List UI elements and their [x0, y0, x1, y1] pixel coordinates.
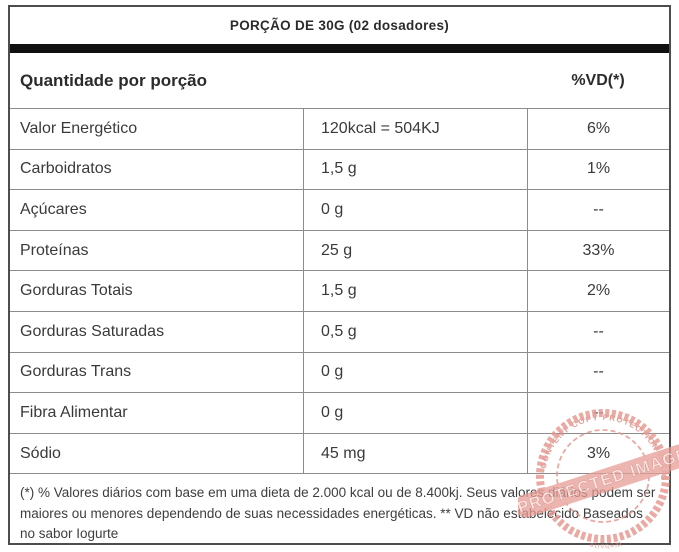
daily-values-footnote: (*) % Valores diários com base em uma di…	[20, 485, 656, 541]
table-row: Proteínas 25 g 33%	[10, 230, 669, 272]
nutrient-daily-value: --	[527, 190, 669, 230]
nutrient-label: Proteínas	[20, 241, 89, 259]
nutrient-label: Gorduras Trans	[20, 363, 132, 381]
table-row: Valor Energético 120kcal = 504KJ 6%	[10, 109, 669, 150]
nutrient-amount: 120kcal = 504KJ	[303, 109, 527, 149]
table-row: Gorduras Saturadas 0,5 g --	[10, 311, 669, 353]
nutrient-amount: 0 g	[303, 393, 527, 433]
nutrient-amount: 25 g	[303, 230, 527, 271]
nutrient-amount: 1,5 g	[303, 149, 527, 190]
nutrient-label: Carboidratos	[20, 160, 112, 178]
nutrient-label: Gorduras Saturadas	[20, 322, 165, 340]
nutrient-amount: 0,5 g	[303, 311, 527, 352]
table-header-row: Quantidade por porção %VD(*)	[10, 53, 669, 109]
amount-per-portion-label: Quantidade por porção	[20, 70, 208, 90]
nutrient-daily-value: 33%	[527, 230, 669, 271]
nutrient-daily-value: --	[527, 352, 669, 393]
nutrient-label: Açúcares	[20, 200, 87, 218]
table-row: Carboidratos 1,5 g 1%	[10, 149, 669, 191]
nutrition-facts-panel: PORÇÃO DE 30G (02 dosadores) Quantidade …	[8, 5, 671, 545]
table-row: Fibra Alimentar 0 g --	[10, 393, 669, 434]
nutrient-label: Valor Energético	[20, 119, 138, 137]
nutrient-daily-value: 6%	[527, 109, 669, 149]
daily-value-column-header: %VD(*)	[571, 71, 625, 89]
nutrient-amount: 45 mg	[303, 433, 527, 474]
nutrient-amount: 0 g	[303, 190, 527, 230]
nutrient-label: Fibra Alimentar	[20, 403, 128, 421]
nutrient-label: Sódio	[20, 444, 61, 462]
nutrient-amount: 1,5 g	[303, 271, 527, 311]
table-row: Gorduras Trans 0 g --	[10, 352, 669, 394]
nutrient-daily-value: 2%	[527, 271, 669, 311]
nutrient-daily-value: --	[527, 393, 669, 433]
table-row: Sódio 45 mg 3%	[10, 433, 669, 475]
nutrient-daily-value: 3%	[527, 433, 669, 474]
portion-title: PORÇÃO DE 30G (02 dosadores)	[229, 18, 450, 33]
nutrient-label: Gorduras Totais	[20, 282, 133, 300]
nutrient-amount: 0 g	[303, 352, 527, 393]
divider-bar	[10, 44, 669, 53]
table-row: Açúcares 0 g --	[10, 190, 669, 231]
nutrition-rows: Valor Energético 120kcal = 504KJ 6% Carb…	[10, 109, 669, 475]
nutrient-daily-value: --	[527, 311, 669, 352]
table-row: Gorduras Totais 1,5 g 2%	[10, 271, 669, 312]
nutrient-daily-value: 1%	[527, 149, 669, 190]
